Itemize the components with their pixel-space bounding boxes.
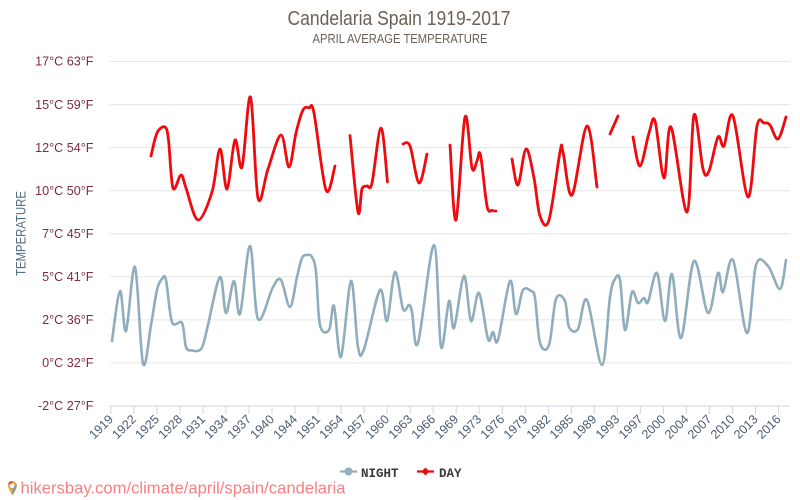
svg-text:TEMPERATURE: TEMPERATURE	[14, 191, 29, 276]
svg-text:NIGHT: NIGHT	[361, 467, 399, 481]
svg-text:DAY: DAY	[439, 467, 462, 481]
svg-text:17°C 63°F: 17°C 63°F	[35, 55, 94, 69]
svg-text:12°C 54°F: 12°C 54°F	[35, 141, 94, 155]
svg-text:5°C 41°F: 5°C 41°F	[42, 270, 94, 284]
svg-text:hikersbay.com/climate/april/sp: hikersbay.com/climate/april/spain/candel…	[21, 479, 347, 498]
svg-text:10°C 50°F: 10°C 50°F	[35, 184, 94, 198]
svg-text:Candelaria Spain 1919-2017: Candelaria Spain 1919-2017	[288, 7, 511, 30]
svg-text:0°C 32°F: 0°C 32°F	[42, 356, 94, 370]
svg-text:7°C 45°F: 7°C 45°F	[42, 227, 94, 241]
svg-text:-2°C 27°F: -2°C 27°F	[38, 399, 94, 413]
svg-text:2°C 36°F: 2°C 36°F	[42, 313, 94, 327]
svg-text:APRIL AVERAGE TEMPERATURE: APRIL AVERAGE TEMPERATURE	[313, 31, 488, 46]
svg-text:15°C 59°F: 15°C 59°F	[35, 98, 94, 112]
